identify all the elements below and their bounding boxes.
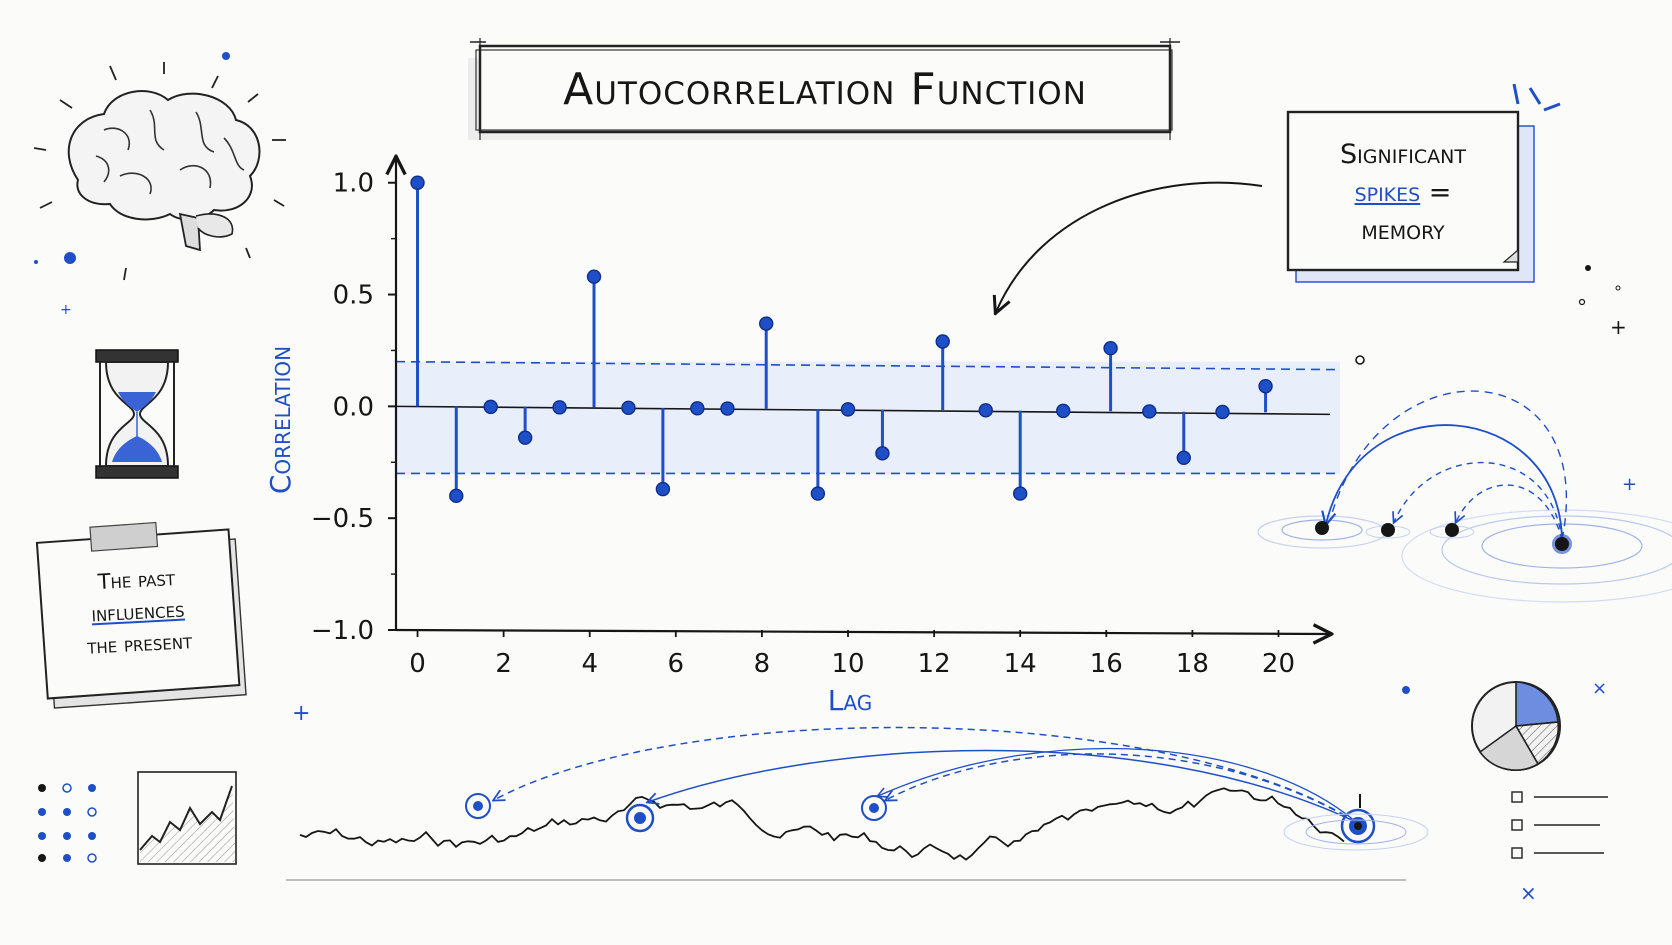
x-tick-label: 10 — [831, 649, 864, 679]
x-tick-label: 16 — [1090, 649, 1123, 679]
acf-stem-point — [840, 402, 856, 417]
svg-text:×: × — [1520, 881, 1537, 905]
acf-stem-point — [1012, 486, 1028, 501]
y-ticks: 1.0 0.5 0.0 −0.5 −1.0 — [311, 169, 396, 646]
svg-text:+: + — [1610, 315, 1627, 339]
note-left-text: The past influences the present — [38, 527, 238, 697]
ripple-memory-sketch: + + — [1257, 265, 1672, 603]
title-box: Autocorrelation Function — [480, 44, 1170, 134]
chart-title: Autocorrelation Function — [563, 63, 1087, 115]
checklist-icon: × — [1511, 791, 1608, 905]
acf-stem-point — [410, 175, 425, 190]
acf-stem-point — [586, 269, 602, 284]
note-right-text: Significant spikes = memory — [1288, 112, 1518, 274]
note-right: Significant spikes = memory — [1288, 112, 1518, 274]
acf-stem-point — [1215, 404, 1230, 420]
time-series-sketch — [286, 726, 1429, 881]
x-tick-label: 4 — [581, 649, 598, 679]
note-right-line1: Significant — [1340, 139, 1466, 170]
acf-stem-point — [1056, 403, 1071, 419]
note-right-highlight: spikes — [1354, 177, 1421, 208]
note-left: The past influences the present — [42, 532, 234, 692]
x-tick-label: 20 — [1262, 649, 1295, 679]
x-axis — [395, 630, 1330, 634]
x-ticks: 0 2 4 6 8 10 12 14 16 18 20 — [409, 630, 1295, 679]
acf-stem-point — [978, 403, 993, 418]
hourglass-icon — [95, 349, 179, 479]
title-frame — [468, 38, 1180, 140]
note-right-line2: spikes = — [1355, 174, 1452, 212]
acf-stem-point — [483, 399, 498, 415]
y-tick-label: 0.5 — [333, 281, 374, 311]
brain-icon: + — [33, 52, 286, 318]
svg-text:+: + — [292, 701, 310, 726]
acf-stem-point — [621, 400, 636, 416]
svg-text:+: + — [60, 302, 72, 318]
acf-stem-point — [810, 486, 826, 501]
acf-stems — [410, 175, 1273, 504]
dot-grid-decoration: + — [38, 701, 310, 863]
acf-stem-point — [1176, 450, 1191, 465]
x-tick-label: 8 — [754, 649, 771, 679]
zero-line — [395, 405, 1331, 416]
y-tick-label: −0.5 — [311, 504, 374, 534]
mini-line-chart-icon — [137, 771, 237, 865]
acf-stem-point — [1258, 379, 1273, 394]
svg-text:+: + — [1622, 474, 1637, 495]
x-tick-label: 6 — [668, 649, 685, 679]
y-tick-label: −1.0 — [311, 616, 374, 646]
x-tick-label: 12 — [918, 649, 951, 679]
confidence-upper-line — [395, 360, 1341, 371]
x-tick-label: 2 — [495, 649, 512, 679]
acf-chart: 1.00.50.0−0.5−1.0 0 2 4 6 8 10 12 14 16 18 20 Lag … — [264, 158, 1341, 717]
confidence-band — [396, 361, 1340, 474]
acf-stem-point — [552, 400, 567, 415]
x-tick-label: 14 — [1004, 649, 1037, 679]
note-left-line1: The past — [97, 566, 176, 595]
acf-stem-point — [690, 401, 705, 416]
acf-stem-point — [517, 430, 533, 445]
note-right-line3: memory — [1361, 215, 1445, 246]
pointer-arrow — [996, 181, 1263, 312]
x-tick-label: 0 — [409, 649, 426, 679]
acf-stem-point — [720, 401, 735, 416]
svg-text:×: × — [1592, 678, 1607, 699]
acf-stem-point — [1142, 404, 1157, 419]
note-right-frame — [1286, 83, 1561, 283]
acf-stem-point — [875, 446, 890, 461]
pie-chart-icon: × — [1402, 678, 1607, 771]
x-axis-label: Lag — [828, 684, 872, 717]
note-left-frame — [35, 521, 247, 709]
acf-stem-point — [759, 316, 774, 331]
note-left-line3: the present — [86, 629, 193, 659]
note-right-line2-rest: = — [1420, 177, 1452, 208]
y-tick-label: 0.0 — [333, 392, 374, 422]
y-tick-label: 1.0 — [333, 169, 374, 199]
note-left-line2: influences — [90, 597, 186, 627]
acf-stem-point — [449, 488, 464, 504]
y-axis-label: Correlation — [264, 346, 297, 494]
acf-stem-point — [1103, 341, 1118, 356]
acf-stem-point — [655, 481, 671, 497]
x-tick-label: 18 — [1176, 649, 1209, 679]
acf-stem-point — [935, 334, 950, 349]
